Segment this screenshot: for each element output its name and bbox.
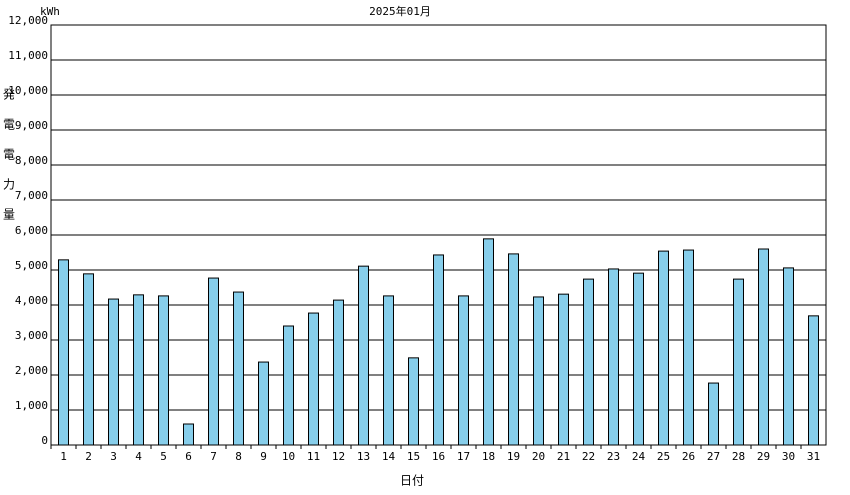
x-tick-label: 1 (60, 450, 67, 463)
x-tick-label: 27 (707, 450, 720, 463)
bar (408, 357, 419, 446)
x-axis-label: 日付 (400, 474, 424, 488)
x-tick-label: 7 (210, 450, 217, 463)
x-tick-label: 9 (260, 450, 267, 463)
x-tick-label: 6 (185, 450, 192, 463)
bar (558, 293, 569, 446)
bar (208, 277, 219, 446)
x-tick-label: 5 (160, 450, 167, 463)
bar (783, 267, 794, 446)
x-tick-label: 14 (382, 450, 396, 463)
chart-title: 2025年01月 (369, 4, 431, 18)
bar (433, 254, 444, 446)
x-tick-label: 22 (582, 450, 595, 463)
y-tick-label: 5,000 (15, 259, 48, 272)
y-tick-label: 10,000 (8, 84, 48, 97)
x-tick-label: 28 (732, 450, 745, 463)
x-tick-label: 11 (307, 450, 320, 463)
bar (58, 259, 69, 446)
bar (683, 249, 694, 446)
x-tick-label: 4 (135, 450, 142, 463)
y-tick-label: 12,000 (8, 14, 48, 27)
x-tick-label: 31 (807, 450, 820, 463)
y-tick-label: 8,000 (15, 154, 48, 167)
x-tick-label: 30 (782, 450, 795, 463)
x-tick-label: 19 (507, 450, 520, 463)
bar (658, 250, 669, 446)
x-tick-label: 20 (532, 450, 545, 463)
bar (283, 325, 294, 446)
x-tick-label: 3 (110, 450, 117, 463)
bar (383, 295, 394, 446)
x-tick-label: 26 (682, 450, 695, 463)
y-tick-label: 2,000 (15, 364, 48, 377)
bar (508, 253, 519, 446)
bar (83, 273, 94, 446)
x-tick-label: 16 (432, 450, 445, 463)
bar (808, 315, 819, 446)
bar (583, 278, 594, 446)
bar (483, 238, 494, 446)
x-tick-label: 10 (282, 450, 295, 463)
x-tick-label: 18 (482, 450, 495, 463)
bar (358, 265, 369, 446)
x-tick-label: 29 (757, 450, 770, 463)
bar (458, 295, 469, 446)
x-tick-label: 2 (85, 450, 92, 463)
x-tick-label: 21 (557, 450, 570, 463)
x-tick-label: 24 (632, 450, 646, 463)
bar (183, 423, 194, 446)
bar (633, 272, 644, 446)
bar (308, 312, 319, 446)
x-tick-label: 23 (607, 450, 620, 463)
x-tick-label: 25 (657, 450, 670, 463)
bar (758, 248, 769, 446)
x-tick-label: 12 (332, 450, 345, 463)
unit-label: kWh (40, 5, 60, 18)
y-tick-label: 1,000 (15, 399, 48, 412)
bar (608, 268, 619, 446)
bar (133, 294, 144, 446)
y-tick-label: 6,000 (15, 224, 48, 237)
bar (258, 361, 269, 446)
y-tick-label: 3,000 (15, 329, 48, 342)
x-tick-label: 17 (457, 450, 470, 463)
bar (233, 291, 244, 446)
bar (333, 299, 344, 446)
bar (158, 295, 169, 446)
y-tick-label: 0 (41, 434, 48, 447)
x-tick-label: 8 (235, 450, 242, 463)
bar (533, 296, 544, 446)
bar (108, 298, 119, 446)
y-tick-label: 11,000 (8, 49, 48, 62)
x-tick-label: 13 (357, 450, 370, 463)
y-tick-label: 7,000 (15, 189, 48, 202)
y-tick-label: 9,000 (15, 119, 48, 132)
bar (708, 382, 719, 446)
y-tick-label: 4,000 (15, 294, 48, 307)
bar (733, 278, 744, 446)
x-tick-label: 15 (407, 450, 420, 463)
y-axis-label: 発電電力量 (2, 88, 16, 238)
